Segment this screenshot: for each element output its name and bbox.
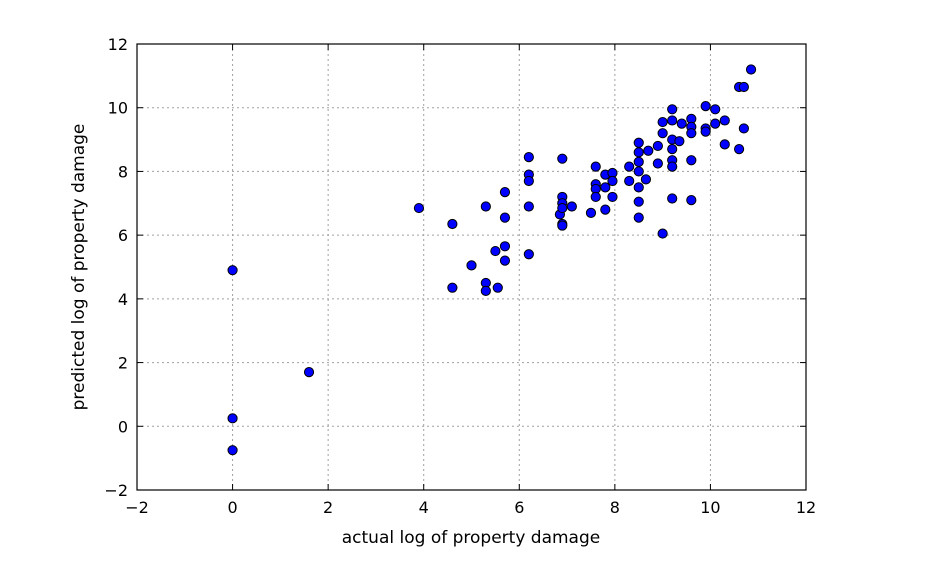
- data-point: [700, 101, 711, 112]
- data-point: [447, 218, 458, 230]
- data-point: [686, 128, 697, 139]
- y-tick-label: 12: [108, 35, 128, 54]
- data-point: [600, 182, 611, 193]
- data-point: [523, 201, 534, 212]
- data-point: [674, 136, 685, 147]
- data-point: [499, 187, 511, 198]
- data-point: [490, 245, 501, 257]
- data-point: [227, 413, 238, 424]
- data-point: [710, 118, 721, 129]
- data-point: [566, 201, 577, 212]
- data-point: [745, 64, 757, 75]
- data-point: [585, 207, 597, 218]
- data-point: [667, 193, 678, 204]
- data-point: [652, 158, 663, 169]
- data-point: [557, 202, 568, 214]
- y-tick-label: 2: [118, 354, 128, 373]
- data-point: [667, 144, 678, 155]
- data-point: [633, 147, 644, 158]
- data-point: [738, 81, 749, 93]
- y-tick-label: 0: [118, 417, 128, 436]
- data-point: [719, 115, 730, 126]
- data-point: [499, 241, 511, 252]
- x-tick-label: 12: [796, 498, 816, 517]
- x-tick-label: −2: [125, 498, 149, 517]
- data-point: [466, 260, 477, 271]
- data-point: [667, 161, 678, 172]
- data-point: [719, 139, 730, 150]
- data-point: [667, 104, 678, 115]
- data-point: [633, 137, 644, 148]
- data-point: [624, 175, 635, 187]
- x-tick-label: 8: [610, 498, 620, 517]
- y-tick-label: 8: [118, 162, 128, 181]
- data-point: [700, 126, 711, 137]
- data-point: [607, 191, 618, 203]
- data-points: [227, 64, 757, 456]
- x-tick-label: 2: [323, 498, 333, 517]
- x-tick-label: 6: [514, 498, 524, 517]
- data-point: [652, 140, 663, 152]
- data-point: [523, 175, 534, 187]
- data-point: [227, 265, 238, 276]
- data-point: [557, 153, 568, 164]
- data-point: [227, 445, 238, 456]
- data-point: [600, 204, 611, 215]
- data-point: [413, 202, 425, 214]
- data-point: [590, 191, 601, 203]
- data-point: [710, 104, 721, 115]
- plot-frame: [136, 43, 807, 491]
- data-point: [676, 118, 687, 129]
- data-point: [480, 285, 491, 296]
- data-point: [657, 116, 668, 128]
- y-tick-label: 10: [108, 99, 128, 118]
- y-tick-label: 6: [118, 226, 128, 245]
- data-point: [492, 282, 503, 293]
- data-point: [607, 175, 618, 187]
- data-point: [480, 201, 491, 212]
- data-point: [657, 228, 668, 239]
- data-point: [633, 156, 644, 167]
- data-point: [557, 220, 568, 231]
- data-point: [633, 166, 644, 177]
- y-tick-label: 4: [118, 290, 128, 309]
- x-tick-label: 10: [700, 498, 720, 517]
- data-point: [633, 182, 644, 193]
- data-point: [643, 145, 654, 156]
- data-point: [499, 255, 511, 266]
- data-point: [657, 128, 668, 139]
- data-point: [738, 123, 749, 134]
- data-point: [667, 115, 678, 126]
- y-tick-label: −2: [104, 481, 128, 500]
- data-point: [686, 155, 697, 166]
- data-point: [686, 195, 697, 206]
- data-point: [624, 161, 635, 172]
- data-point: [523, 249, 534, 260]
- y-axis-label: predicted log of property damage: [69, 124, 89, 411]
- data-point: [303, 367, 315, 378]
- data-point: [523, 151, 534, 163]
- data-point: [633, 196, 644, 207]
- data-point: [447, 282, 458, 293]
- x-tick-label: 4: [419, 498, 429, 517]
- data-point: [590, 161, 601, 172]
- x-tick-label: 0: [227, 498, 237, 517]
- data-point: [734, 144, 745, 155]
- x-axis-label: actual log of property damage: [342, 528, 600, 548]
- data-point: [499, 212, 511, 223]
- data-point: [633, 212, 644, 223]
- data-point: [640, 174, 652, 185]
- tick-labels: −2 0 2 4 6 8 10 12 −2 0 2 4 6 8 10 12: [104, 35, 816, 517]
